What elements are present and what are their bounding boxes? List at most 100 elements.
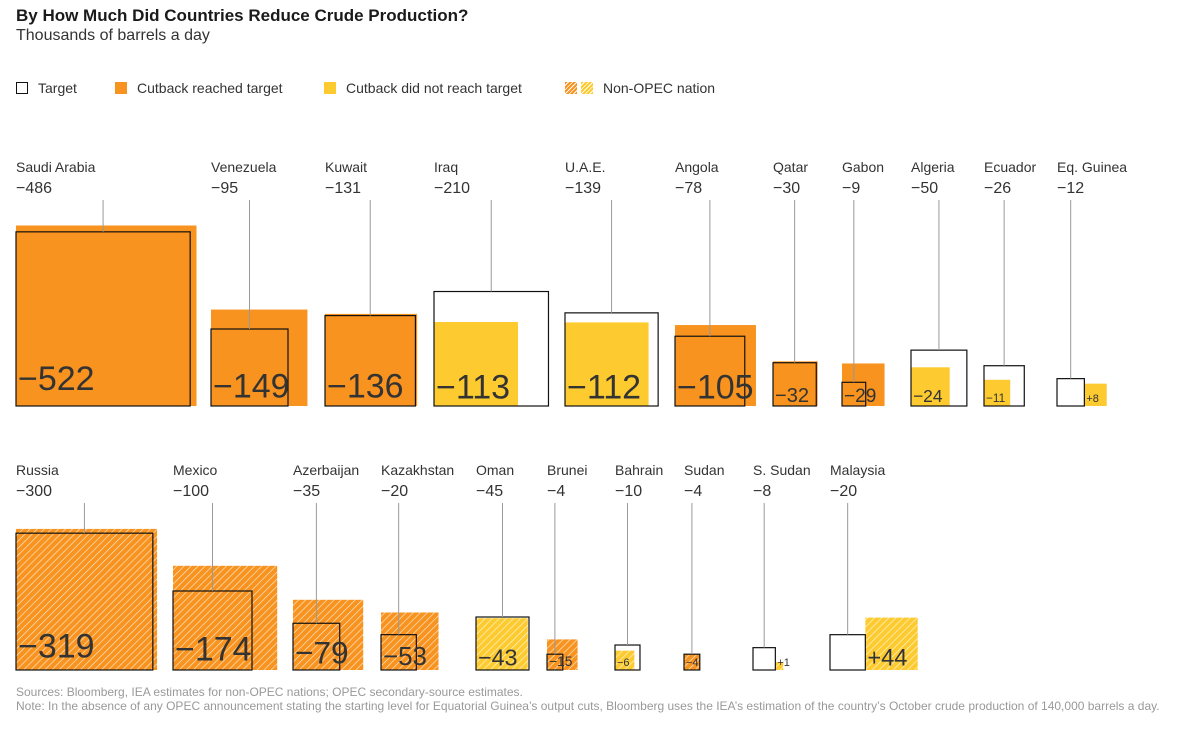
actual-square-iraq bbox=[434, 322, 518, 406]
country-name-oman: Oman bbox=[476, 462, 514, 478]
actual-square-russia bbox=[16, 528, 158, 670]
target-value-iraq: −210 bbox=[434, 180, 470, 197]
target-square-eq-guinea bbox=[1056, 378, 1085, 407]
actual-value-saudi-arabia: −522 bbox=[18, 360, 95, 398]
actual-square-azerbaijan bbox=[293, 599, 364, 670]
actual-value-gabon: −29 bbox=[844, 386, 876, 407]
actual-value-kuwait: −136 bbox=[327, 368, 404, 406]
chart-subtitle: Thousands of barrels a day bbox=[16, 27, 210, 44]
actual-value-azerbaijan: −79 bbox=[295, 635, 349, 671]
actual-value-oman: −43 bbox=[478, 644, 518, 670]
country-name-gabon: Gabon bbox=[842, 159, 884, 175]
target-square-malaysia bbox=[829, 634, 866, 671]
country-name-brunei: Brunei bbox=[547, 462, 587, 478]
target-value-malaysia: −20 bbox=[830, 483, 857, 500]
actual-value-russia: −319 bbox=[18, 627, 95, 665]
actual-square-bahrain bbox=[615, 650, 635, 670]
country-name-u-a-e: U.A.E. bbox=[565, 159, 605, 175]
country-name-algeria: Algeria bbox=[911, 159, 955, 175]
legend-item-not-reached: Cutback did not reach target bbox=[324, 80, 522, 96]
actual-value-kazakhstan: −53 bbox=[383, 643, 427, 671]
country-name-saudi-arabia: Saudi Arabia bbox=[16, 159, 96, 175]
target-value-qatar: −30 bbox=[773, 180, 800, 197]
actual-square-gabon bbox=[842, 363, 885, 406]
actual-value-qatar: −32 bbox=[775, 385, 809, 407]
legend-label-not-reached: Cutback did not reach target bbox=[346, 80, 522, 96]
actual-square-oman bbox=[476, 618, 528, 670]
country-name-angola: Angola bbox=[675, 159, 719, 175]
not-reached-swatch-icon bbox=[324, 82, 336, 94]
target-value-mexico: −100 bbox=[173, 483, 209, 500]
target-value-eq-guinea: −12 bbox=[1057, 180, 1084, 197]
actual-value-u-a-e: −112 bbox=[567, 368, 641, 406]
target-value-oman: −45 bbox=[476, 483, 503, 500]
actual-value-mexico: −174 bbox=[175, 631, 252, 669]
actual-value-brunei: −15 bbox=[549, 654, 573, 669]
target-value-algeria: −50 bbox=[911, 180, 938, 197]
country-name-s-sudan: S. Sudan bbox=[753, 462, 811, 478]
country-name-kuwait: Kuwait bbox=[325, 159, 367, 175]
target-value-gabon: −9 bbox=[842, 180, 860, 197]
legend-label-target: Target bbox=[38, 80, 77, 96]
actual-square-qatar bbox=[773, 361, 818, 406]
actual-square-venezuela bbox=[211, 309, 308, 406]
actual-square-s-sudan bbox=[775, 662, 784, 670]
country-name-eq-guinea: Eq. Guinea bbox=[1057, 159, 1127, 175]
non-opec-yellow-swatch-icon bbox=[581, 82, 593, 94]
legend-item-target: Target bbox=[16, 80, 77, 96]
actual-value-venezuela: −149 bbox=[213, 367, 290, 405]
country-name-mexico: Mexico bbox=[173, 462, 218, 478]
target-value-brunei: −4 bbox=[547, 483, 565, 500]
chart-title: By How Much Did Countries Reduce Crude P… bbox=[16, 6, 469, 25]
actual-square-mexico bbox=[173, 565, 278, 670]
actual-value-sudan: −4 bbox=[686, 657, 699, 669]
country-name-russia: Russia bbox=[16, 462, 59, 478]
actual-square-u-a-e bbox=[565, 322, 649, 406]
actual-square-saudi-arabia bbox=[16, 225, 197, 406]
actual-value-angola: −105 bbox=[677, 369, 754, 407]
actual-value-s-sudan: +1 bbox=[777, 657, 790, 669]
target-value-s-sudan: −8 bbox=[753, 483, 771, 500]
actual-square-kuwait bbox=[325, 313, 418, 406]
country-name-qatar: Qatar bbox=[773, 159, 808, 175]
actual-square-kazakhstan bbox=[381, 612, 439, 670]
country-name-iraq: Iraq bbox=[434, 159, 458, 175]
target-square-s-sudan bbox=[752, 647, 776, 671]
chart-marks: Saudi Arabia −486 −522 Venezuela −95 −149 Kuwa… bbox=[15, 159, 1127, 671]
country-name-sudan: Sudan bbox=[684, 462, 724, 478]
non-opec-orange-swatch-icon bbox=[565, 82, 577, 94]
country-name-malaysia: Malaysia bbox=[830, 462, 885, 478]
target-value-kazakhstan: −20 bbox=[381, 483, 408, 500]
legend-item-reached: Cutback reached target bbox=[115, 80, 283, 96]
actual-square-malaysia bbox=[865, 617, 918, 670]
target-value-ecuador: −26 bbox=[984, 180, 1011, 197]
note-text: Note: In the absence of any OPEC announc… bbox=[16, 699, 1160, 713]
reached-swatch-icon bbox=[115, 82, 127, 94]
country-name-kazakhstan: Kazakhstan bbox=[381, 462, 454, 478]
sources-text: Sources: Bloomberg, IEA estimates for no… bbox=[16, 685, 523, 699]
target-value-saudi-arabia: −486 bbox=[16, 180, 52, 197]
country-name-venezuela: Venezuela bbox=[211, 159, 277, 175]
target-value-azerbaijan: −35 bbox=[293, 483, 320, 500]
target-value-russia: −300 bbox=[16, 483, 52, 500]
actual-value-eq-guinea: +8 bbox=[1086, 393, 1099, 405]
legend-item-non-opec: Non-OPEC nation bbox=[565, 80, 715, 96]
country-name-azerbaijan: Azerbaijan bbox=[293, 462, 359, 478]
actual-value-malaysia: +44 bbox=[867, 645, 907, 671]
actual-value-algeria: −24 bbox=[913, 386, 943, 406]
actual-value-iraq: −113 bbox=[436, 368, 510, 406]
target-value-u-a-e: −139 bbox=[565, 180, 601, 197]
actual-square-eq-guinea bbox=[1084, 383, 1107, 406]
actual-value-bahrain: −6 bbox=[617, 657, 630, 669]
country-name-bahrain: Bahrain bbox=[615, 462, 663, 478]
actual-square-ecuador bbox=[984, 379, 1011, 406]
footer: Sources: Bloomberg, IEA estimates for no… bbox=[16, 685, 1186, 713]
target-value-sudan: −4 bbox=[684, 483, 702, 500]
legend-label-reached: Cutback reached target bbox=[137, 80, 283, 96]
actual-square-angola bbox=[675, 325, 756, 406]
actual-square-algeria bbox=[911, 367, 950, 406]
actual-square-sudan bbox=[684, 654, 700, 670]
target-swatch-icon bbox=[16, 82, 28, 94]
legend-label-non-opec: Non-OPEC nation bbox=[603, 80, 716, 96]
